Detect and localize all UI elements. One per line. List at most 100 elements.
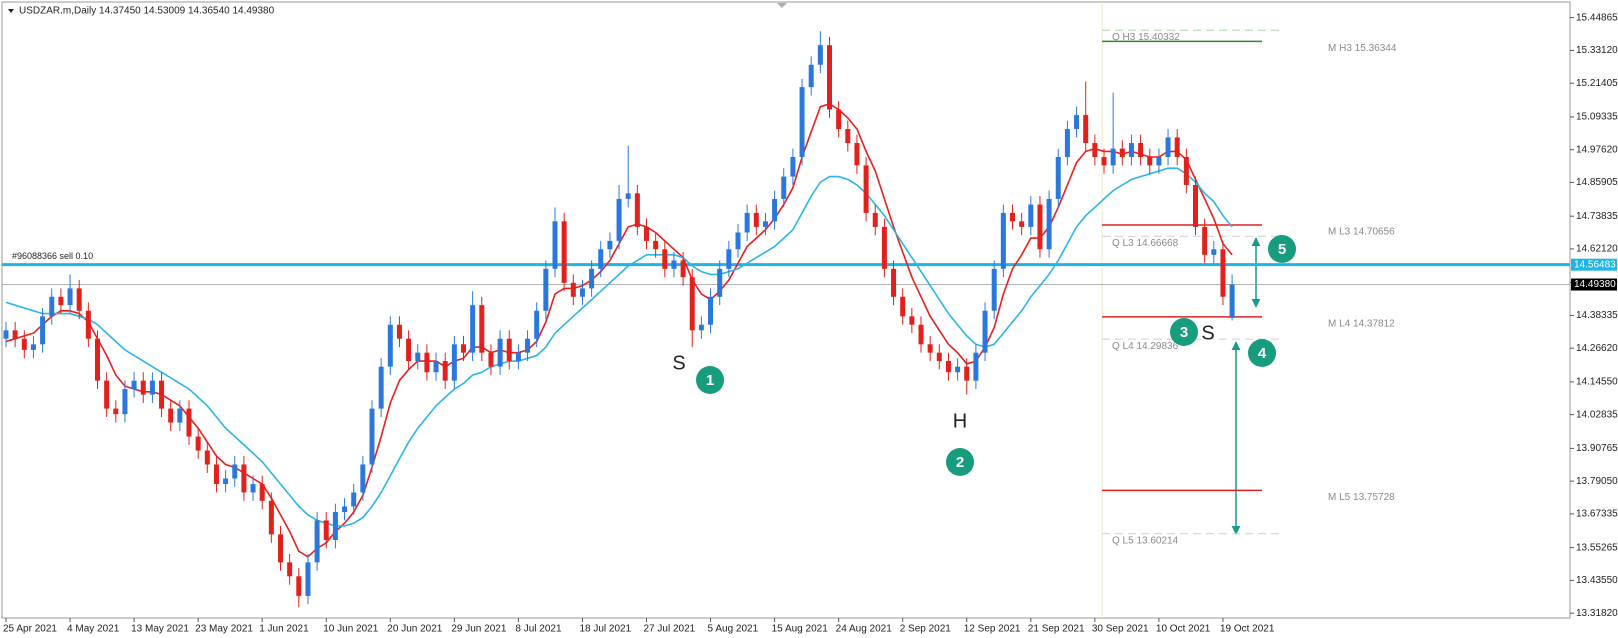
pivot-label: M L4 14.37812 (1328, 319, 1395, 330)
candle-body (296, 576, 302, 596)
x-tick-label: 18 Jul 2021 (579, 624, 631, 635)
pivot-label: Q L5 13.60214 (1112, 535, 1179, 546)
candle-body (836, 109, 842, 130)
x-tick-label: 5 Aug 2021 (708, 624, 759, 635)
x-tick-label: 19 Oct 2021 (1220, 624, 1275, 635)
candle-body (433, 361, 439, 373)
annotation-label: H (953, 410, 967, 432)
candle-body (1028, 204, 1034, 227)
candle-body (1074, 115, 1080, 130)
candle-body (900, 296, 906, 317)
candle-body (278, 534, 283, 563)
x-tick-label: 29 Jun 2021 (451, 624, 506, 635)
candle-body (726, 249, 732, 269)
candle-body (204, 450, 210, 465)
candle-body (122, 389, 128, 415)
candle-body (461, 344, 466, 353)
candle-body (616, 198, 622, 241)
candle-body (21, 338, 27, 350)
candle-body (964, 366, 970, 381)
candle-body (891, 268, 897, 297)
candle-body (3, 330, 9, 339)
candle-body (1010, 212, 1015, 222)
candle-body (250, 484, 256, 493)
y-tick-label: 14.73835 (1576, 211, 1618, 222)
y-tick-label: 14.85905 (1576, 177, 1618, 188)
candle-body (561, 221, 567, 283)
y-tick-label: 14.02835 (1576, 409, 1618, 420)
annotation-label: S (672, 352, 685, 374)
candle-body (817, 45, 823, 65)
annotation-badge (1170, 318, 1198, 346)
candle-body (76, 288, 82, 311)
candle-body (451, 344, 457, 381)
candle-body (982, 310, 988, 353)
annotation-number: 4 (1258, 345, 1267, 362)
annotation-number: 3 (1180, 324, 1188, 341)
candle-body (406, 338, 412, 362)
candle-body (1119, 148, 1125, 158)
y-tick-label: 14.62120 (1576, 244, 1618, 255)
order-label: #96088366 sell 0.10 (12, 251, 93, 261)
candle-body (12, 330, 18, 339)
candle-body (49, 296, 55, 317)
candle-body (396, 324, 402, 339)
candle-body (424, 352, 430, 373)
candle-body (351, 492, 357, 507)
candle-body (259, 484, 265, 501)
annotation-badge (696, 366, 724, 394)
candle-body (790, 157, 796, 177)
candle-body (827, 45, 832, 110)
candle-body (735, 232, 741, 250)
candle-body (479, 305, 485, 353)
y-tick-label: 13.67335 (1576, 509, 1618, 520)
menu-arrow (8, 9, 14, 13)
annotation-label: S (1201, 322, 1214, 344)
x-tick-label: 10 Oct 2021 (1156, 624, 1211, 635)
candle-body (1229, 284, 1235, 318)
candle-body (936, 352, 942, 362)
candle-body (598, 249, 604, 269)
annotation-number: 5 (1278, 241, 1286, 258)
candle-body (223, 478, 229, 485)
candle-body (1156, 157, 1162, 166)
candle-body (570, 282, 576, 297)
candle-body (332, 512, 338, 540)
candle-body (1046, 198, 1052, 250)
candle-body (1055, 157, 1061, 199)
candle-body (1101, 157, 1107, 166)
x-tick-label: 30 Sep 2021 (1092, 624, 1149, 635)
candle-body (140, 380, 146, 395)
candle-body (241, 464, 247, 493)
candle-body (415, 352, 421, 362)
candle-body (1138, 143, 1144, 158)
candle-body (1037, 204, 1043, 250)
y-tick-label: 13.43550 (1576, 575, 1618, 586)
x-tick-label: 24 Aug 2021 (836, 624, 893, 635)
shift-marker (777, 3, 787, 8)
candle-body (387, 324, 393, 367)
candle-body (644, 226, 649, 241)
candle-body (1202, 226, 1208, 255)
pivot-label: Q L3 14.66668 (1112, 238, 1179, 249)
candle-body (698, 324, 704, 331)
candle-body (744, 212, 750, 233)
annotation-number: 1 (706, 372, 714, 389)
candle-body (360, 464, 366, 493)
candle-body (918, 324, 924, 345)
candle-body (543, 268, 549, 311)
candle-body (159, 380, 165, 409)
candle-body (753, 212, 759, 227)
candle-body (854, 143, 860, 166)
candle-body (232, 464, 238, 479)
y-tick-label: 13.31820 (1576, 608, 1618, 619)
candle-body (689, 277, 695, 331)
candle-body (881, 226, 887, 269)
candle-body (671, 260, 677, 269)
candle-body (305, 562, 311, 596)
candle-body (525, 338, 531, 353)
candle-body (506, 338, 512, 362)
annotation-badge (1268, 235, 1296, 263)
candle-body (95, 338, 100, 381)
candle-body (30, 344, 36, 350)
